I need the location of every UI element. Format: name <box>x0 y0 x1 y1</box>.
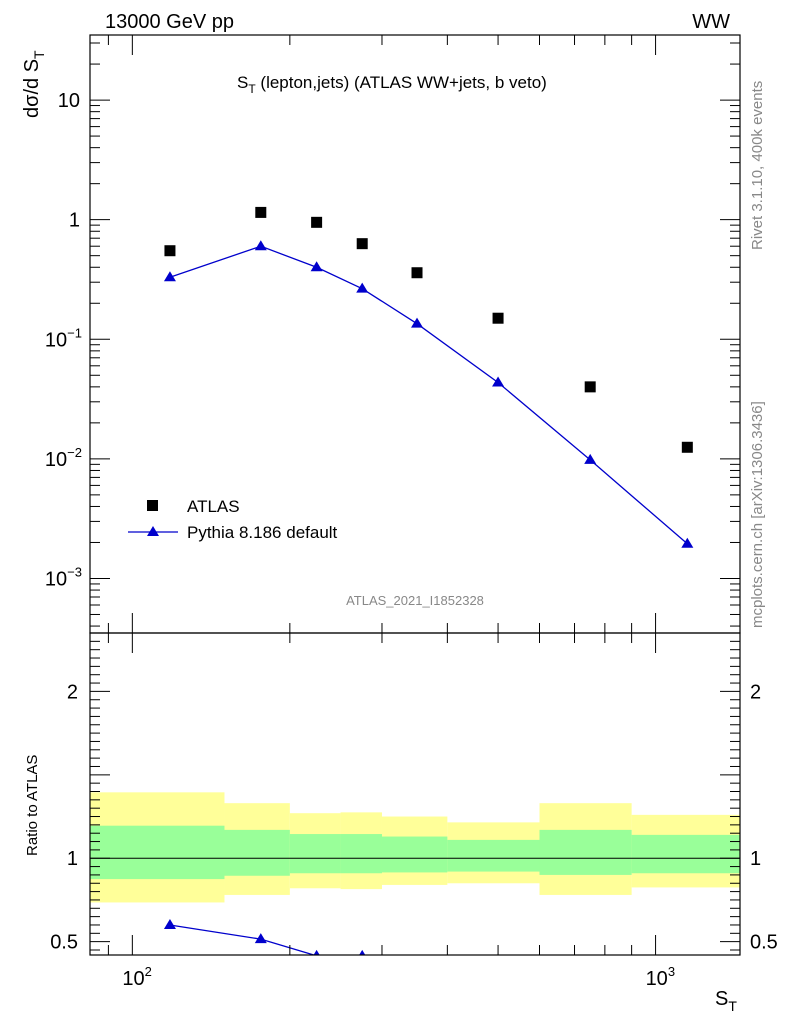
ratio-mc-series <box>163 918 423 967</box>
y-tick-label: 10 <box>58 90 80 112</box>
mcplots-label: mcplots.cern.ch [arXiv:1306.3436] <box>749 401 766 628</box>
ratio-mc-line <box>169 924 317 955</box>
atlas-data-point <box>492 312 504 324</box>
uncertainty-band-green <box>447 839 540 872</box>
legend-mc-marker <box>147 526 159 536</box>
analysis-label: ATLAS_2021_I1852328 <box>346 593 484 608</box>
uncertainty-band-green <box>224 829 290 876</box>
mc-point <box>681 537 694 548</box>
y-tick-label: 10−1 <box>45 325 82 351</box>
mc-point <box>163 271 176 282</box>
ratio-ylabel: Ratio to ATLAS <box>24 755 41 856</box>
y-tick-label: 1 <box>69 210 80 232</box>
ratio-mc-point <box>359 949 366 955</box>
x-axis-label: ST <box>715 988 737 1014</box>
mc-point <box>310 261 323 272</box>
legend-atlas-label: ATLAS <box>187 497 240 516</box>
ratio-mc-point <box>163 918 176 929</box>
y-tick-label: 10−3 <box>45 564 82 590</box>
atlas-data-point <box>411 267 423 279</box>
mc-point <box>356 282 369 293</box>
mc-point <box>584 453 597 464</box>
ratio-frame <box>89 632 741 956</box>
uncertainty-band-green <box>289 834 341 874</box>
atlas-data-point <box>311 216 323 228</box>
main-panel: ST (lepton,jets) (ATLAS WW+jets, b veto)… <box>21 34 741 634</box>
uncertainty-band-green <box>340 834 382 874</box>
atlas-data-point <box>255 206 267 218</box>
uncertainty-band-green <box>90 825 225 880</box>
header-left: 13000 GeV pp <box>105 11 234 33</box>
x-tick-label: 102 <box>122 964 151 990</box>
ratio-y-tick-label-right: 1 <box>750 848 761 870</box>
mc-point <box>411 317 424 328</box>
uncertainty-band-green <box>539 829 632 875</box>
ratio-mc-point <box>411 957 423 967</box>
ratio-y-tick-label: 1 <box>67 848 78 870</box>
ratio-y-tick-label-right: 0.5 <box>750 932 778 954</box>
mc-line <box>169 245 688 545</box>
legend-atlas-marker <box>147 500 158 511</box>
rivet-label: Rivet 3.1.10, 400k events <box>749 81 766 250</box>
ratio-y-tick-label-right: 2 <box>750 681 761 703</box>
atlas-data-point <box>584 381 596 393</box>
ratio-mc-point <box>254 933 267 944</box>
mc-point <box>492 376 505 387</box>
atlas-data-point <box>681 441 693 453</box>
ratio-mc-point <box>313 949 320 955</box>
mc-point <box>254 240 267 251</box>
legend-mc-label: Pythia 8.186 default <box>187 523 338 542</box>
ratio-y-tick-label: 2 <box>67 681 78 703</box>
header-right: WW <box>692 11 730 33</box>
plot-title: ST (lepton,jets) (ATLAS WW+jets, b veto) <box>237 73 547 96</box>
uncertainty-band-green <box>631 834 740 874</box>
legend: ATLAS Pythia 8.186 default <box>128 497 338 542</box>
ratio-y-tick-label: 0.5 <box>50 932 78 954</box>
uncertainty-band-green <box>381 836 448 873</box>
atlas-data-point <box>356 238 368 250</box>
main-ylabel: dσ/d ST <box>21 50 47 118</box>
y-tick-label: 10−2 <box>45 445 82 471</box>
x-tick-label: 103 <box>646 964 675 990</box>
ratio-panel: Ratio to ATLAS ST 102 103 2 2 1 1 0.5 0.5 <box>24 632 778 1014</box>
main-frame <box>89 34 741 634</box>
ratio-bands <box>90 792 740 903</box>
atlas-data-point <box>164 245 176 257</box>
